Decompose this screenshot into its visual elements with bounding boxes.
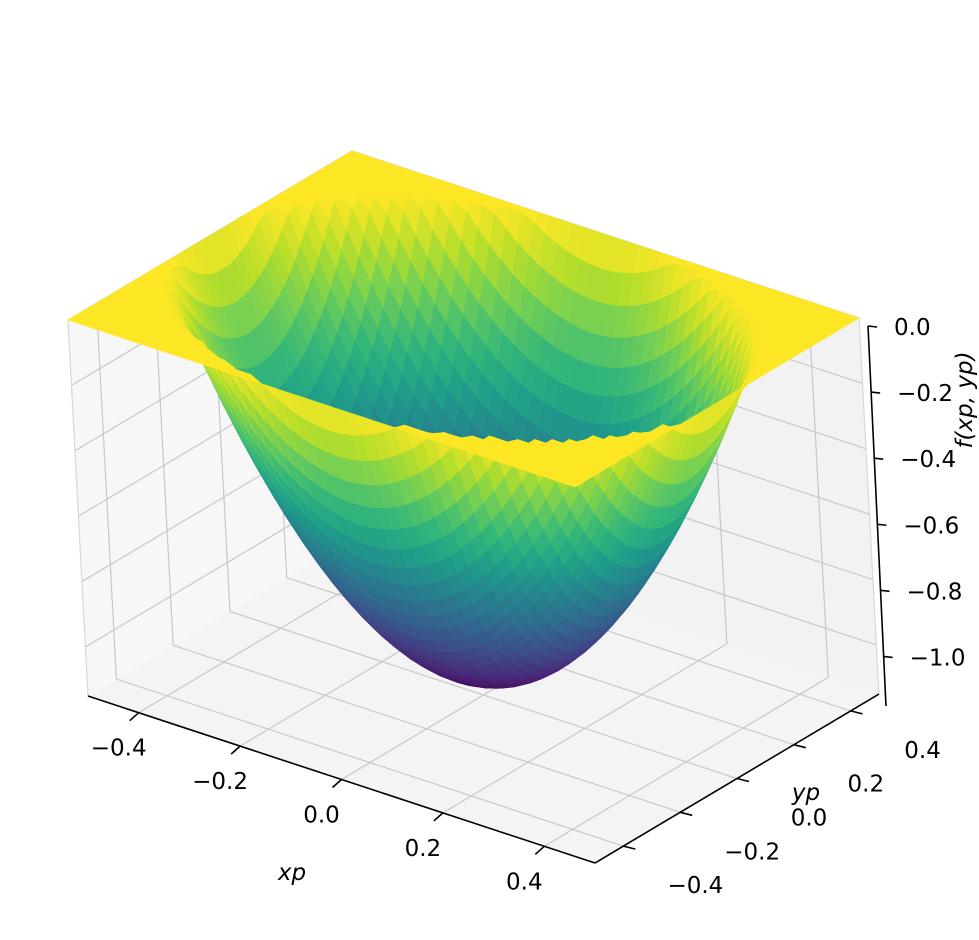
tick-labels: −0.4−0.20.00.20.4 −0.4−0.20.00.20.40.0−0.…: [91, 315, 966, 899]
y-tick: [793, 743, 806, 749]
z-tick: [874, 457, 884, 460]
z-tick: [867, 325, 878, 328]
z-tick-label: 0.0: [894, 315, 931, 341]
y-tick-label: 0.4: [904, 738, 941, 764]
z-tick: [877, 523, 887, 527]
x-tick: [534, 845, 545, 855]
tick-marks: [129, 325, 893, 855]
z-tick-label: −0.8: [907, 579, 963, 605]
surface-mesh: [67, 150, 860, 689]
grid-line: [229, 610, 738, 780]
grid-line: [67, 319, 89, 697]
x-axis-label: xp: [277, 860, 306, 886]
y-tick: [623, 845, 636, 850]
y-tick-label: 0.0: [791, 806, 828, 832]
x-tick: [230, 745, 241, 755]
z-tick-label: −0.2: [897, 381, 953, 407]
y-tick: [850, 710, 863, 715]
y-tick-label: 0.2: [848, 772, 885, 798]
grid-line: [173, 644, 681, 813]
x-tick-label: 0.0: [303, 803, 340, 829]
y-axis-label: yp: [791, 780, 820, 806]
y-tick: [680, 811, 693, 817]
x-tick-label: 0.4: [506, 869, 543, 895]
y-tick-label: −0.4: [667, 873, 723, 899]
x-tick-label: 0.2: [405, 836, 442, 862]
surface-patch: [563, 479, 582, 488]
x-tick-label: −0.4: [91, 736, 147, 762]
x-tick: [129, 712, 140, 722]
z-tick-label: −0.6: [903, 513, 959, 539]
grid-line: [858, 317, 880, 695]
z-tick-label: −0.4: [900, 447, 956, 473]
x-tick: [433, 812, 444, 822]
grid-line: [807, 301, 829, 678]
z-axis-label: f(xp, yp): [952, 351, 978, 448]
z-tick-label: −1.0: [910, 645, 966, 671]
y-tick: [736, 777, 750, 783]
z-axis-line: [867, 325, 887, 707]
grid-line: [116, 678, 624, 847]
y-tick-label: −0.2: [724, 839, 780, 865]
z-tick: [880, 589, 890, 593]
x-tick-label: −0.2: [192, 769, 248, 795]
grid-line: [95, 303, 117, 680]
z-tick: [871, 391, 881, 394]
z-tick: [883, 655, 893, 659]
x-tick: [331, 778, 343, 789]
